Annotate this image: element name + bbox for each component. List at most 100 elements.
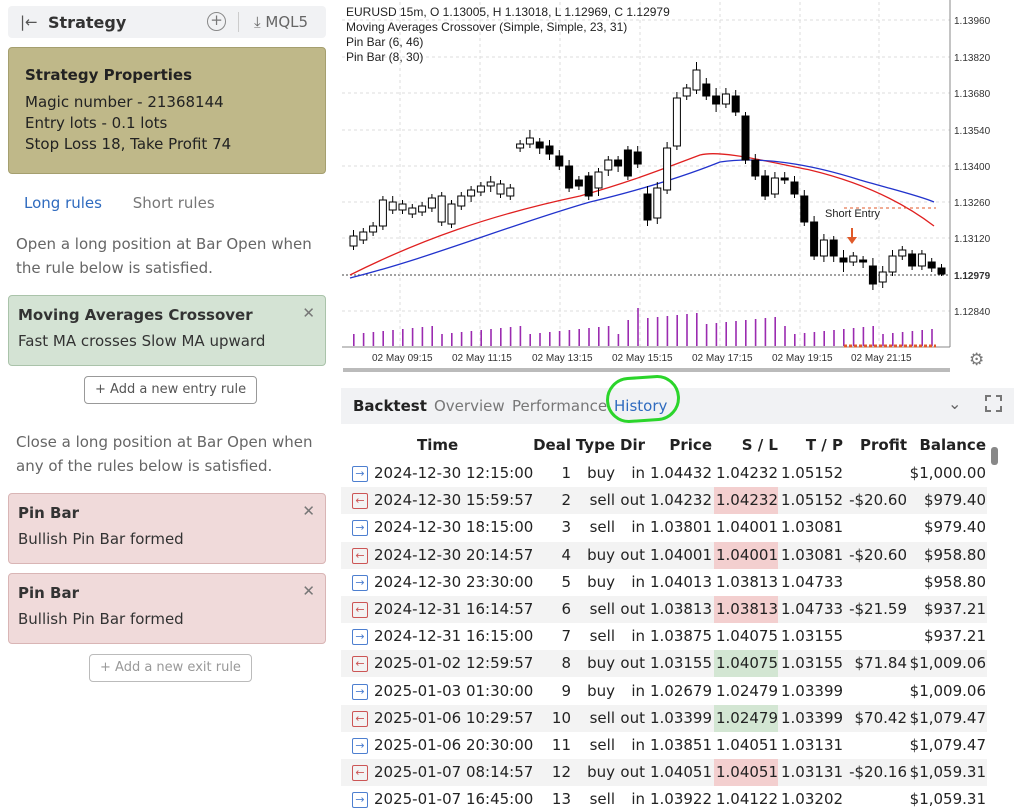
column-header-profit[interactable]: Profit <box>860 436 907 454</box>
column-header-deal[interactable]: Deal <box>533 436 571 454</box>
strategy-header: |← Strategy + ⤓ MQL5 <box>8 6 326 38</box>
table-row[interactable]: → 2024-12-30 12:15:00 1 buy in 1.04432 1.04232… <box>341 460 987 487</box>
cell-time: 2024-12-30 12:15:00 <box>374 464 534 482</box>
tab-backtest[interactable]: Backtest <box>353 397 427 415</box>
table-row[interactable]: ← 2025-01-06 10:29:57 10 sell out 1.03399 1.02… <box>341 704 987 732</box>
column-header-tp[interactable]: T / P <box>805 436 843 454</box>
table-row[interactable]: → 2024-12-30 23:30:00 5 buy in 1.04013 1.03813… <box>341 569 987 596</box>
remove-rule-icon[interactable]: ✕ <box>302 502 315 520</box>
candle-body <box>927 261 936 269</box>
cell-tp: 1.03399 <box>781 681 844 700</box>
add-exit-rule-button[interactable]: + Add a new exit rule <box>89 654 252 682</box>
column-header-type[interactable]: Type <box>575 436 615 454</box>
deal-out-icon: ← <box>352 710 368 727</box>
tab-overview[interactable]: Overview <box>434 397 505 415</box>
cell-tp: 1.03131 <box>781 736 844 754</box>
legend-line: EURUSD 15m, O 1.13005, H 1.13018, L 1.12… <box>346 5 670 19</box>
chevron-down-icon[interactable]: ⌄ <box>948 394 962 413</box>
tab-long-rules[interactable]: Long rules <box>24 194 102 212</box>
table-row[interactable]: ← 2024-12-30 15:59:57 2 sell out 1.04232 1.042… <box>341 487 987 515</box>
candle-body <box>770 177 779 195</box>
time-tick-label: 02 May 17:15 <box>692 353 753 364</box>
column-header-time[interactable]: Time <box>417 436 459 454</box>
column-header-dir[interactable]: Dir <box>620 436 645 454</box>
table-row[interactable]: ← 2025-01-07 08:14:57 12 buy out 1.04051 1.040… <box>341 759 987 787</box>
rule-tabs: Long rules Short rules <box>24 194 241 212</box>
volume-bar <box>882 334 884 346</box>
exit-rule-card[interactable]: Pin Bar Bullish Pin Bar formed ✕ <box>8 493 326 564</box>
candle-body <box>839 257 848 263</box>
volume-bar <box>764 318 767 346</box>
candle-body <box>721 93 730 105</box>
cell-type: sell <box>589 790 615 808</box>
add-entry-rule-button[interactable]: + Add a new entry rule <box>84 376 258 404</box>
cell-price: 1.04001 <box>649 545 712 564</box>
remove-rule-icon[interactable]: ✕ <box>302 304 315 322</box>
strategy-properties-card[interactable]: Strategy Properties Magic number - 21368… <box>8 47 326 174</box>
exit-rule-title: Pin Bar <box>18 584 79 602</box>
tab-short-rules[interactable]: Short rules <box>132 194 215 212</box>
table-row[interactable]: ← 2024-12-31 16:14:57 6 sell out 1.03813 1.038… <box>341 596 987 623</box>
table-row[interactable]: → 2024-12-30 18:15:00 3 sell in 1.03801 1.0400… <box>341 514 987 541</box>
cell-sl: 1.04075 <box>715 627 778 646</box>
volume-bar <box>784 326 786 346</box>
volume-bar <box>519 326 522 346</box>
table-row[interactable]: → 2024-12-31 16:15:00 7 sell in 1.03875 1.0407… <box>341 623 987 650</box>
candle-body <box>653 187 662 219</box>
column-header-price[interactable]: Price <box>669 436 712 454</box>
candle-body <box>388 201 397 211</box>
highlight-circle <box>604 373 682 425</box>
table-row[interactable]: → 2025-01-03 01:30:00 9 buy in 1.02679 1.02479… <box>341 678 987 705</box>
add-icon[interactable]: + <box>207 12 226 31</box>
candle-body <box>859 259 868 263</box>
cell-deal: 10 <box>551 708 571 727</box>
cell-price: 1.03851 <box>649 736 712 754</box>
table-row[interactable]: → 2025-01-07 16:45:00 13 sell in 1.03922 1.041… <box>341 786 987 808</box>
cell-time: 2024-12-30 23:30:00 <box>374 572 534 591</box>
cell-balance: $937.21 <box>923 627 986 646</box>
candle-body <box>584 175 593 197</box>
volume-bar <box>568 330 571 346</box>
table-header: Time Deal Type Dir Price S / L T / P Profit Bala… <box>341 432 987 459</box>
entry-rule-card[interactable]: Moving Averages Crossover Fast MA crosse… <box>8 295 326 366</box>
table-scrollbar[interactable] <box>991 447 998 465</box>
table-row[interactable]: ← 2025-01-02 12:59:57 8 buy out 1.03155 1.0407… <box>341 650 987 678</box>
export-mql5-button[interactable]: ⤓ MQL5 <box>254 13 308 31</box>
cell-balance: $958.80 <box>923 572 986 591</box>
candle-body <box>761 175 770 197</box>
collapse-panel-icon[interactable]: |← <box>20 13 38 31</box>
volume-bar <box>813 332 816 346</box>
column-header-sl[interactable]: S / L <box>741 436 778 454</box>
cell-deal: 5 <box>561 572 571 591</box>
chart-scrollbar[interactable] <box>343 368 950 372</box>
candle-body <box>780 177 789 181</box>
cell-price: 1.03155 <box>649 654 712 673</box>
candle-body <box>614 159 623 167</box>
price-chart[interactable]: 1.13960 1.13820 1.13680 1.13540 1.13400 1.132… <box>340 0 1018 378</box>
cell-type: sell <box>589 736 615 754</box>
exit-rule-card[interactable]: Pin Bar Bullish Pin Bar formed ✕ <box>8 573 326 644</box>
remove-rule-icon[interactable]: ✕ <box>302 582 315 600</box>
sl-highlight <box>714 759 778 787</box>
table-row[interactable]: → 2025-01-06 20:30:00 11 sell in 1.03851 1.040… <box>341 732 987 759</box>
expand-icon[interactable] <box>985 395 1002 412</box>
volume-bar <box>598 327 600 346</box>
cell-balance: $1,000.00 <box>909 464 986 482</box>
deal-out-icon: ← <box>352 602 368 618</box>
cell-price: 1.03399 <box>649 708 712 727</box>
volume-bar <box>411 328 414 346</box>
candle-body <box>878 271 887 283</box>
candle-body <box>506 187 515 197</box>
short-entry-label: Short Entry <box>825 208 881 220</box>
cell-sl: 1.04122 <box>715 790 778 808</box>
cell-sl: 1.04232 <box>715 491 778 510</box>
tab-performance[interactable]: Performance <box>512 397 608 415</box>
tab-history[interactable]: History <box>614 397 668 415</box>
table-row[interactable]: ← 2024-12-30 20:14:57 4 buy out 1.04001 1.0400… <box>341 541 987 569</box>
volume-bar <box>823 331 825 346</box>
gear-icon[interactable]: ⚙ <box>969 350 985 370</box>
volume-bar <box>353 334 355 346</box>
price-tick-label: 1.13120 <box>954 234 991 245</box>
column-header-balance[interactable]: Balance <box>919 436 986 454</box>
cell-tp: 1.03131 <box>781 763 844 782</box>
